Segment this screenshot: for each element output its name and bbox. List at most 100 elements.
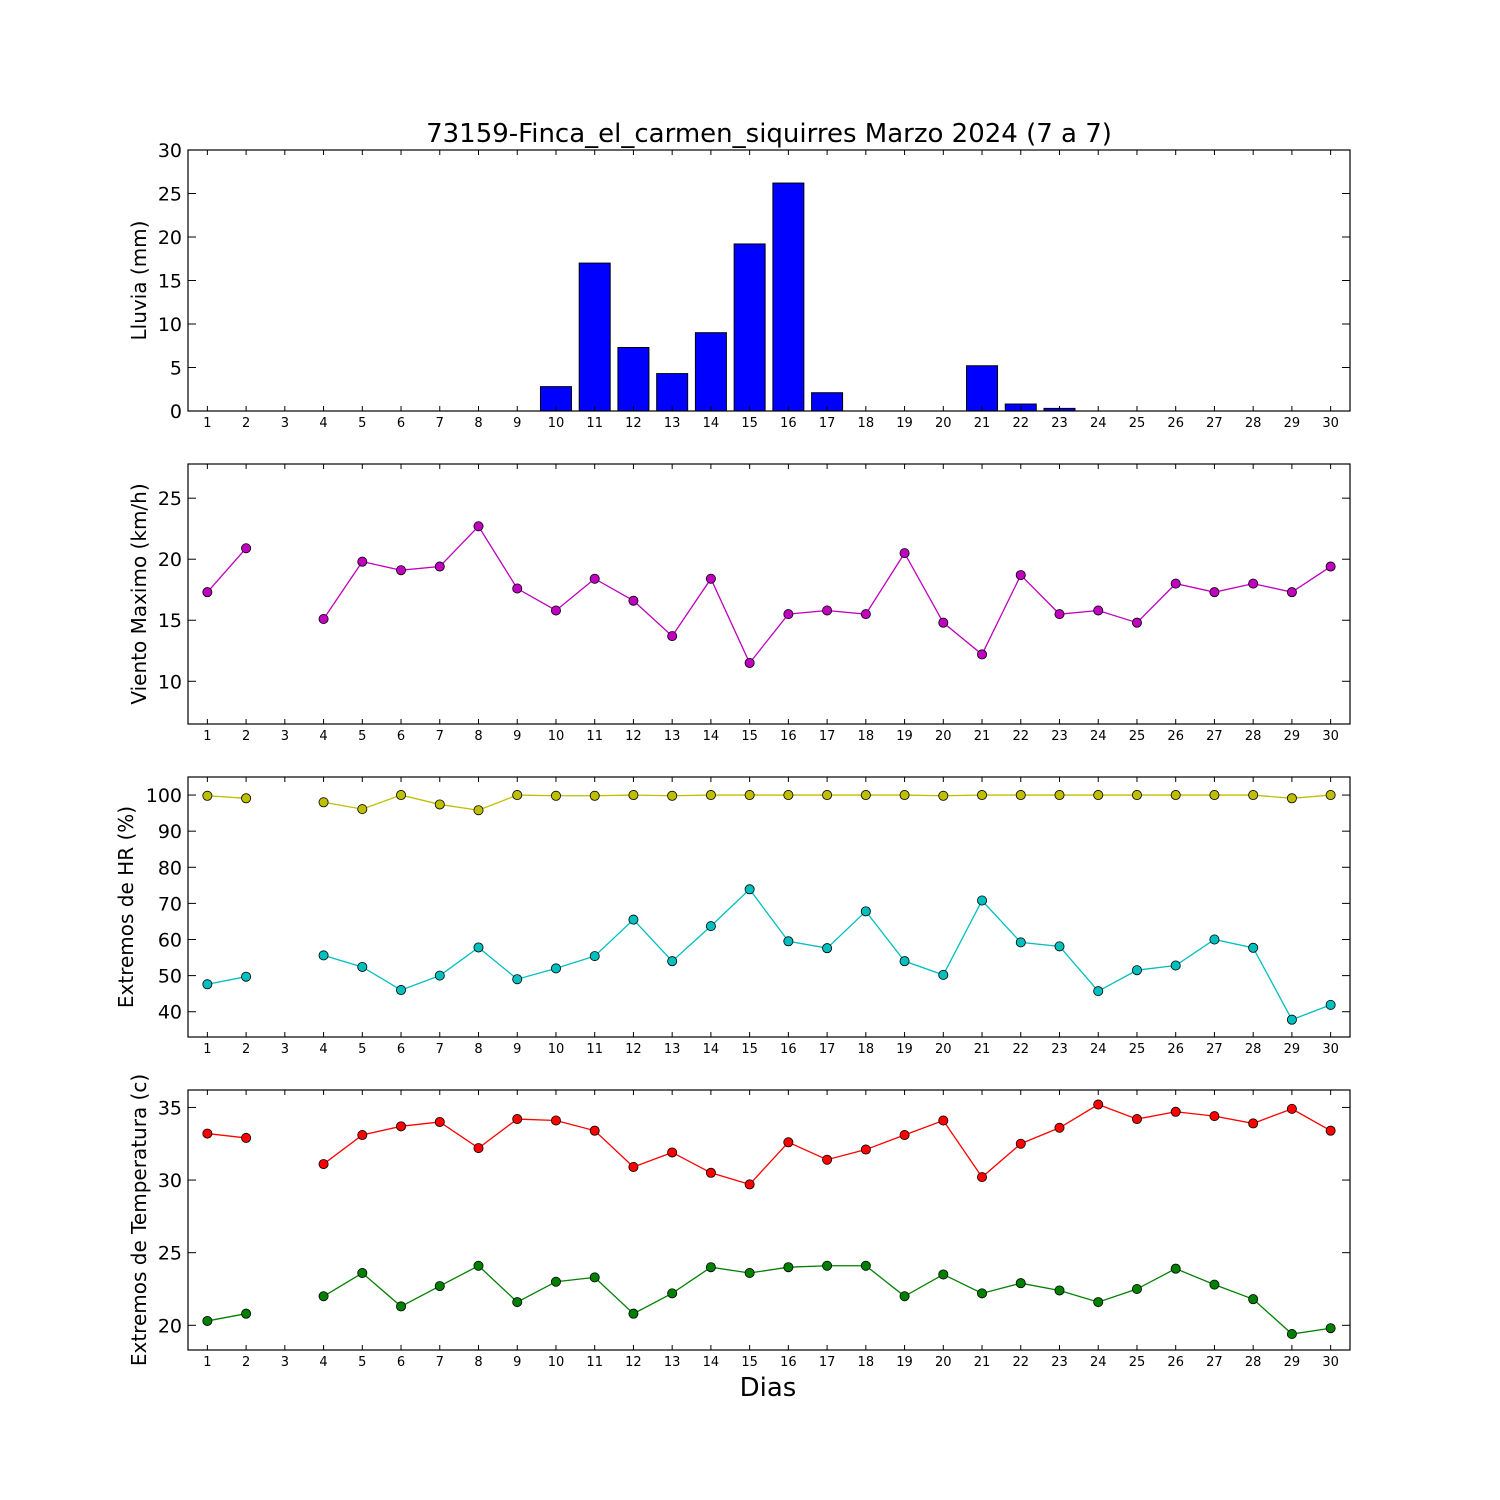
data-point: [899, 956, 910, 967]
x-tick-label: 20: [935, 1355, 952, 1370]
data-point: [1248, 942, 1259, 953]
data-point: [628, 595, 639, 606]
x-tick-label: 12: [625, 416, 642, 431]
x-tick-label: 25: [1129, 416, 1146, 431]
data-point: [318, 797, 329, 808]
data-point: [318, 1159, 329, 1170]
data-point: [396, 565, 407, 576]
x-tick-label: 27: [1206, 1355, 1223, 1370]
x-tick-label: 19: [896, 416, 913, 431]
chart-title: 73159-Finca_el_carmen_siquirres Marzo 20…: [426, 119, 1112, 149]
data-point: [705, 921, 716, 932]
x-tick-label: 26: [1167, 416, 1184, 431]
data-point: [1015, 790, 1026, 801]
x-tick-label: 30: [1322, 416, 1339, 431]
data-point: [550, 963, 561, 974]
data-point: [1093, 986, 1104, 997]
x-tick-label: 25: [1129, 1042, 1146, 1057]
x-tick-label: 17: [819, 1042, 836, 1057]
x-tick-label: 21: [974, 1355, 991, 1370]
x-tick-label: 15: [741, 729, 758, 744]
data-point: [822, 943, 833, 954]
data-point: [1170, 960, 1181, 971]
data-point: [899, 1291, 910, 1302]
x-tick-label: 15: [741, 416, 758, 431]
data-point: [1248, 790, 1259, 801]
x-tick-label: 16: [780, 416, 797, 431]
x-tick-label: 29: [1284, 1042, 1301, 1057]
x-tick-label: 2: [242, 1355, 250, 1370]
x-tick-label: 10: [548, 1355, 565, 1370]
data-point: [589, 1125, 600, 1136]
x-tick-label: 24: [1090, 1355, 1107, 1370]
data-point: [744, 884, 755, 895]
x-tick-label: 9: [513, 729, 521, 744]
axes-frame: [187, 776, 1351, 1038]
data-point: [396, 985, 407, 996]
data-point: [744, 1179, 755, 1190]
data-point: [899, 790, 910, 801]
data-point: [1325, 561, 1336, 572]
x-tick-label: 25: [1129, 1355, 1146, 1370]
data-point: [1015, 937, 1026, 948]
y-axis-label: Lluvia (mm): [127, 221, 151, 341]
data-point: [822, 790, 833, 801]
data-point: [1325, 790, 1336, 801]
data-point: [667, 956, 678, 967]
x-tick-label: 16: [780, 729, 797, 744]
data-point: [783, 1262, 794, 1273]
data-point: [977, 790, 988, 801]
data-point: [667, 1147, 678, 1158]
data-point: [202, 587, 213, 598]
data-point: [1054, 1285, 1065, 1296]
data-point: [628, 1308, 639, 1319]
data-point: [1286, 1329, 1297, 1340]
x-tick-label: 14: [703, 1355, 720, 1370]
data-point: [1015, 1138, 1026, 1149]
y-tick-label: 10: [158, 671, 182, 693]
data-point: [202, 979, 213, 990]
data-point: [860, 609, 871, 620]
x-tick-label: 26: [1167, 1042, 1184, 1057]
y-tick-label: 20: [158, 1315, 182, 1337]
x-tick-label: 9: [513, 416, 521, 431]
data-point: [1093, 1099, 1104, 1110]
data-point: [589, 790, 600, 801]
x-tick-label: 13: [664, 729, 681, 744]
x-tick-label: 18: [858, 729, 875, 744]
data-point: [434, 561, 445, 572]
x-tick-label: 11: [586, 1042, 603, 1057]
data-point: [550, 1276, 561, 1287]
x-tick-label: 17: [819, 729, 836, 744]
data-point: [473, 1260, 484, 1271]
x-tick-label: 15: [741, 1042, 758, 1057]
data-point: [396, 1121, 407, 1132]
data-point: [938, 1269, 949, 1280]
data-point: [783, 790, 794, 801]
rain-bar: [617, 346, 650, 412]
x-tick-label: 9: [513, 1355, 521, 1370]
x-tick-label: 30: [1322, 729, 1339, 744]
data-point: [1209, 587, 1220, 598]
y-tick-label: 10: [158, 314, 182, 336]
data-point: [1131, 965, 1142, 976]
data-point: [1286, 587, 1297, 598]
x-tick-label: 28: [1245, 729, 1262, 744]
data-point: [473, 805, 484, 816]
rain-bar: [733, 243, 766, 412]
data-point: [202, 790, 213, 801]
x-tick-label: 18: [858, 416, 875, 431]
data-point: [667, 631, 678, 642]
y-tick-label: 5: [170, 358, 182, 380]
x-tick-label: 15: [741, 1355, 758, 1370]
data-point: [318, 950, 329, 961]
data-point: [1248, 1118, 1259, 1129]
data-point: [1093, 1297, 1104, 1308]
data-point: [550, 1115, 561, 1126]
data-point: [667, 1288, 678, 1299]
data-point: [434, 1281, 445, 1292]
data-point: [977, 1288, 988, 1299]
y-tick-label: 40: [158, 1002, 182, 1024]
y-tick-label: 0: [170, 401, 182, 423]
